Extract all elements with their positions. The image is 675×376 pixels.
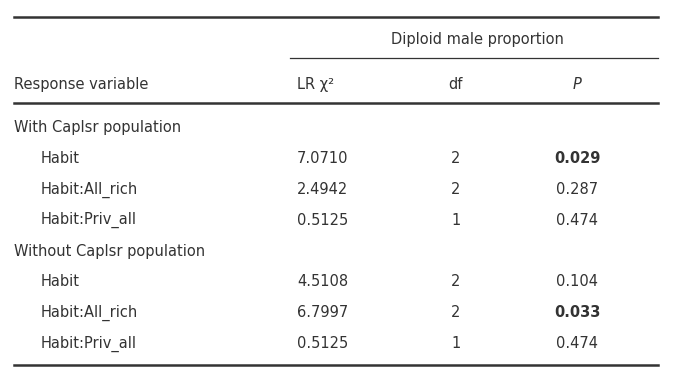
Text: 1: 1 — [451, 336, 460, 351]
Text: 0.474: 0.474 — [556, 336, 598, 351]
Text: Habit:Priv_all: Habit:Priv_all — [40, 212, 136, 229]
Text: 0.104: 0.104 — [556, 274, 598, 290]
Text: 0.029: 0.029 — [554, 151, 600, 166]
Text: 2.4942: 2.4942 — [297, 182, 348, 197]
Text: 2: 2 — [451, 305, 460, 320]
Text: 1: 1 — [451, 213, 460, 228]
Text: 0.474: 0.474 — [556, 213, 598, 228]
Text: Diploid male proportion: Diploid male proportion — [391, 32, 564, 47]
Text: LR χ²: LR χ² — [297, 77, 334, 92]
Text: 2: 2 — [451, 182, 460, 197]
Text: Habit:Priv_all: Habit:Priv_all — [40, 335, 136, 352]
Text: 6.7997: 6.7997 — [297, 305, 348, 320]
Text: df: df — [448, 77, 463, 92]
Text: 7.0710: 7.0710 — [297, 151, 348, 166]
Text: 0.033: 0.033 — [554, 305, 600, 320]
Text: P: P — [572, 77, 582, 92]
Text: Habit: Habit — [40, 151, 80, 166]
Text: 0.5125: 0.5125 — [297, 213, 348, 228]
Text: 2: 2 — [451, 151, 460, 166]
Text: 2: 2 — [451, 274, 460, 290]
Text: 0.5125: 0.5125 — [297, 336, 348, 351]
Text: Without Caplsr population: Without Caplsr population — [14, 244, 205, 259]
Text: Habit:All_rich: Habit:All_rich — [40, 181, 138, 198]
Text: Habit: Habit — [40, 274, 80, 290]
Text: Habit:All_rich: Habit:All_rich — [40, 305, 138, 321]
Text: With Caplsr population: With Caplsr population — [14, 120, 181, 135]
Text: Response variable: Response variable — [14, 77, 148, 92]
Text: 0.287: 0.287 — [556, 182, 598, 197]
Text: 4.5108: 4.5108 — [297, 274, 348, 290]
